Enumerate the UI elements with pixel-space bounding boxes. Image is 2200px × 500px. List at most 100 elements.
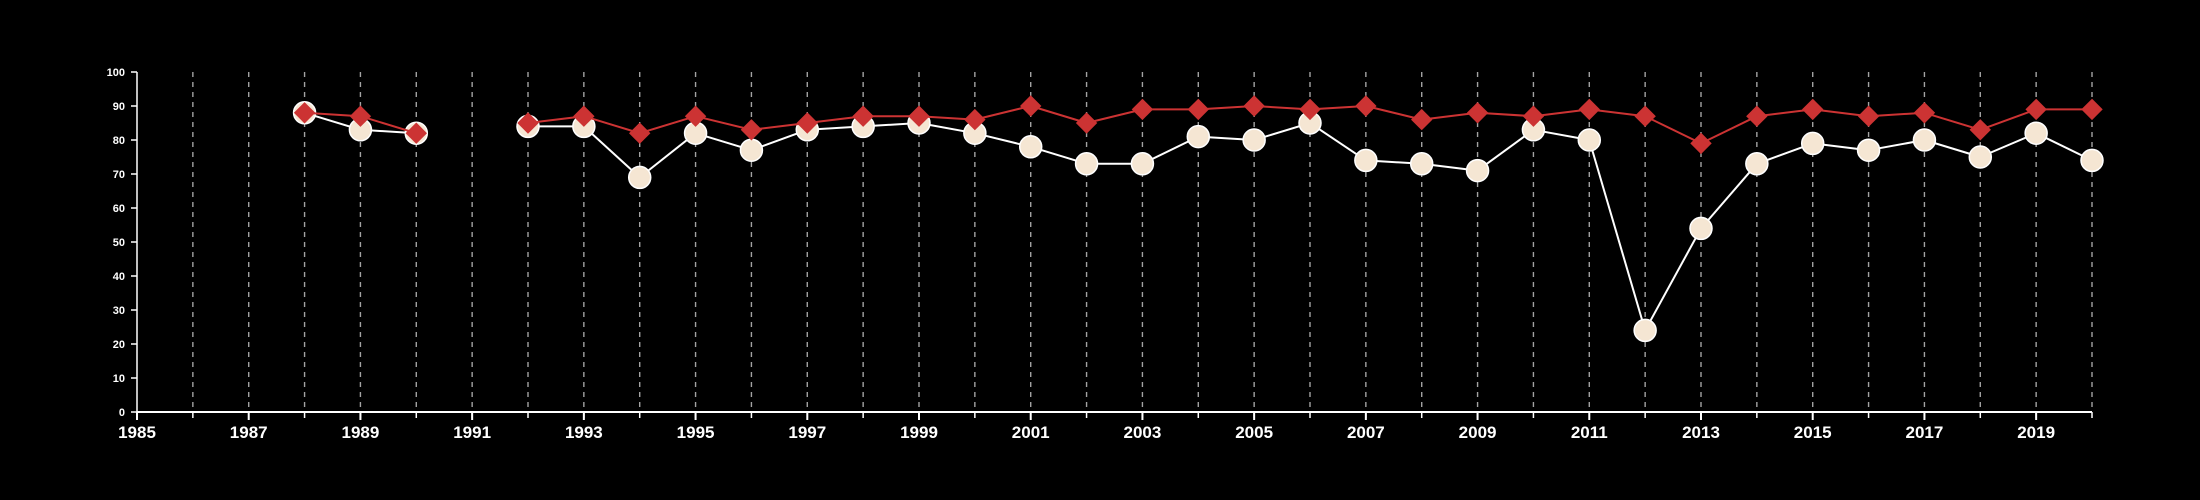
y-tick-label: 40 <box>113 271 125 283</box>
data-point-diamond <box>1355 95 1377 117</box>
series-circle-line <box>639 132 697 179</box>
x-tick-label: 1999 <box>900 423 938 442</box>
data-point-circle <box>1577 128 1602 152</box>
y-tick-label: 100 <box>107 67 125 79</box>
data-point-diamond <box>1243 95 1265 117</box>
series-diamond-line <box>1086 108 1143 124</box>
data-point-circle <box>1745 152 1769 176</box>
x-tick-label: 1985 <box>118 423 156 442</box>
data-point-diamond <box>1578 98 1600 121</box>
series-diamond-line <box>1030 105 1087 124</box>
series-diamond-line <box>1979 108 2037 131</box>
x-tick-label: 1987 <box>230 423 268 442</box>
x-tick-label: 2005 <box>1235 423 1273 442</box>
series-circle-line <box>1588 139 1647 331</box>
data-point-circle <box>1465 158 1490 183</box>
x-tick-label: 1993 <box>565 423 603 442</box>
data-point-diamond <box>1075 112 1098 134</box>
data-point-diamond <box>1522 105 1545 127</box>
data-point-diamond <box>1913 102 1936 124</box>
x-tick-label: 1995 <box>677 423 715 442</box>
series-diamond <box>293 95 2103 155</box>
series-diamond-line <box>360 115 417 135</box>
data-point-diamond <box>852 105 874 127</box>
data-point-diamond <box>629 122 651 144</box>
y-tick-label: 80 <box>113 135 125 147</box>
y-tick-label: 50 <box>113 237 125 249</box>
data-point-circle <box>1242 128 1266 152</box>
series-circle-line <box>1644 227 1702 331</box>
data-point-diamond <box>1466 102 1489 124</box>
data-point-diamond <box>740 119 763 141</box>
x-tick-label: 2013 <box>1682 423 1720 442</box>
data-point-circle <box>1074 152 1099 176</box>
data-point-diamond <box>293 102 316 124</box>
y-tick-label: 30 <box>113 305 125 317</box>
data-point-circle <box>2024 121 2048 145</box>
data-point-diamond <box>1131 98 1154 121</box>
axes: 0 10 20 30 40 50 60 70 80 90 100 1985 1987 1989 1991 19… <box>107 67 2093 442</box>
x-tick-label: 2015 <box>1794 423 1832 442</box>
data-point-diamond <box>573 105 595 127</box>
data-point-circle <box>1018 135 1043 159</box>
data-point-diamond <box>1020 95 1042 117</box>
data-point-diamond <box>1187 98 1209 121</box>
x-tick-label: 2003 <box>1124 423 1162 442</box>
data-point-circle <box>627 165 652 190</box>
data-point-diamond <box>1802 98 1824 121</box>
data-point-diamond <box>684 105 707 127</box>
data-point-diamond <box>1969 119 1991 141</box>
data-point-diamond <box>1746 105 1768 127</box>
data-point-circle <box>1409 152 1434 176</box>
series-diamond-line <box>639 115 696 135</box>
data-point-circle <box>1354 148 1378 173</box>
data-point-circle <box>1186 124 1211 149</box>
data-point-diamond <box>964 108 986 131</box>
data-point-diamond <box>1299 98 1321 121</box>
data-point-diamond <box>517 112 539 134</box>
data-point-circle <box>1968 145 1993 169</box>
x-tick-label: 2011 <box>1571 423 1608 442</box>
y-tick-label: 90 <box>113 101 125 113</box>
data-point-circle <box>1856 138 1881 162</box>
x-tick-label: 2007 <box>1347 423 1385 442</box>
data-point-diamond <box>2025 98 2047 121</box>
series-circle-line <box>1700 163 1758 230</box>
data-point-circle <box>1800 131 1825 156</box>
y-tick-label: 60 <box>113 203 125 215</box>
data-point-diamond <box>2081 98 2103 121</box>
grid-lines <box>192 72 2093 412</box>
x-tick-label: 1989 <box>342 423 380 442</box>
series-diamond-line <box>695 115 752 131</box>
data-point-circle <box>1130 152 1155 176</box>
x-tick-label: 2019 <box>2017 423 2055 442</box>
data-point-diamond <box>1690 132 1712 155</box>
y-tick-label: 0 <box>119 407 125 419</box>
data-point-circle <box>739 138 764 162</box>
y-tick-label: 70 <box>113 169 125 181</box>
data-point-diamond <box>1857 105 1880 127</box>
data-point-diamond <box>1411 108 1433 131</box>
series-diamond-line <box>583 115 641 135</box>
data-point-diamond <box>405 122 427 144</box>
series-circle-line <box>583 125 641 179</box>
x-tick-label: 2001 <box>1012 423 1050 442</box>
data-point-circle <box>1689 216 1713 241</box>
series-group <box>292 95 2104 343</box>
x-tick-label: 2009 <box>1459 423 1497 442</box>
series-diamond-line <box>974 105 1031 121</box>
data-point-circle <box>2080 148 2104 173</box>
x-tick-label: 1991 <box>453 423 491 442</box>
series-diamond-line <box>1924 111 1981 131</box>
data-point-circle <box>1633 318 1657 343</box>
x-tick-label: 2017 <box>1906 423 1944 442</box>
y-tick-label: 20 <box>113 339 125 351</box>
data-point-diamond <box>349 105 372 127</box>
x-tick-label: 1997 <box>788 423 826 442</box>
y-tick-label: 10 <box>113 373 125 385</box>
data-point-circle <box>1912 128 1937 152</box>
series-diamond-line <box>1644 115 1702 145</box>
series-diamond-line <box>1700 115 1758 145</box>
data-point-diamond <box>796 112 818 134</box>
